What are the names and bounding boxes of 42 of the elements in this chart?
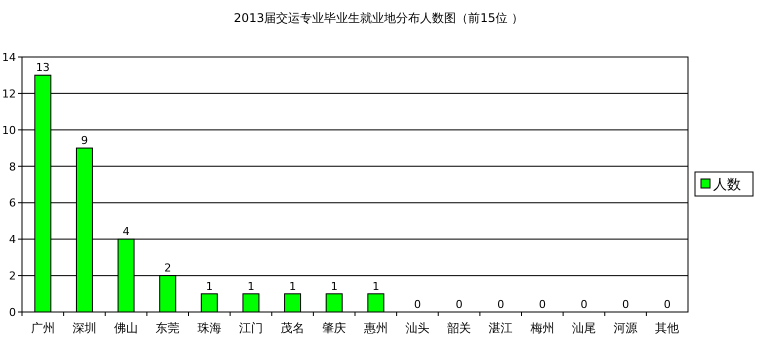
x-tick-label: 肇庆 xyxy=(322,321,346,335)
data-label: 1 xyxy=(289,280,296,293)
data-label: 1 xyxy=(247,280,254,293)
y-tick-label: 14 xyxy=(2,51,16,64)
data-label: 0 xyxy=(414,298,421,311)
legend-label: 人数 xyxy=(713,177,741,193)
data-label: 0 xyxy=(664,298,671,311)
data-label: 0 xyxy=(538,298,546,311)
y-tick-label: 8 xyxy=(9,160,16,174)
x-tick-label: 东莞 xyxy=(156,321,180,335)
x-tick-label: 其他 xyxy=(655,321,680,335)
data-label: 4 xyxy=(122,225,130,238)
y-tick-label: 4 xyxy=(9,233,16,246)
x-tick-label: 深圳 xyxy=(72,321,96,335)
data-label: 2 xyxy=(164,262,172,275)
y-tick-label: 0 xyxy=(9,306,16,319)
x-tick-label: 江门 xyxy=(238,321,263,335)
y-tick-label: 2 xyxy=(9,270,16,283)
x-tick-label: 佛山 xyxy=(114,321,138,335)
y-tick-label: 6 xyxy=(9,196,16,210)
data-label: 0 xyxy=(580,298,588,311)
data-label: 1 xyxy=(206,280,213,293)
x-tick-label: 珠海 xyxy=(197,321,222,335)
x-tick-label: 茂名 xyxy=(280,321,305,335)
x-tick-label: 汕头 xyxy=(405,321,430,335)
x-tick-label: 梅州 xyxy=(529,321,554,335)
x-tick-label: 汕尾 xyxy=(572,321,596,335)
data-label: 0 xyxy=(622,298,630,311)
y-tick-label: 10 xyxy=(2,124,16,137)
x-tick-label: 广州 xyxy=(30,321,55,335)
data-label: 0 xyxy=(456,298,463,311)
data-label: 13 xyxy=(36,61,50,74)
data-label: 9 xyxy=(80,134,88,148)
data-label: 1 xyxy=(330,280,338,293)
chart-title: 2013届交运专业毕业生就业地分布人数图（前15位 ） xyxy=(234,11,524,25)
x-tick-label: 湛江 xyxy=(488,321,513,335)
y-tick-label: 12 xyxy=(2,87,16,100)
x-tick-label: 韶关 xyxy=(447,321,472,335)
x-tick-label: 惠州 xyxy=(362,321,388,335)
data-label: 0 xyxy=(497,298,504,311)
data-label: 1 xyxy=(372,280,380,293)
x-tick-label: 河源 xyxy=(614,321,638,335)
